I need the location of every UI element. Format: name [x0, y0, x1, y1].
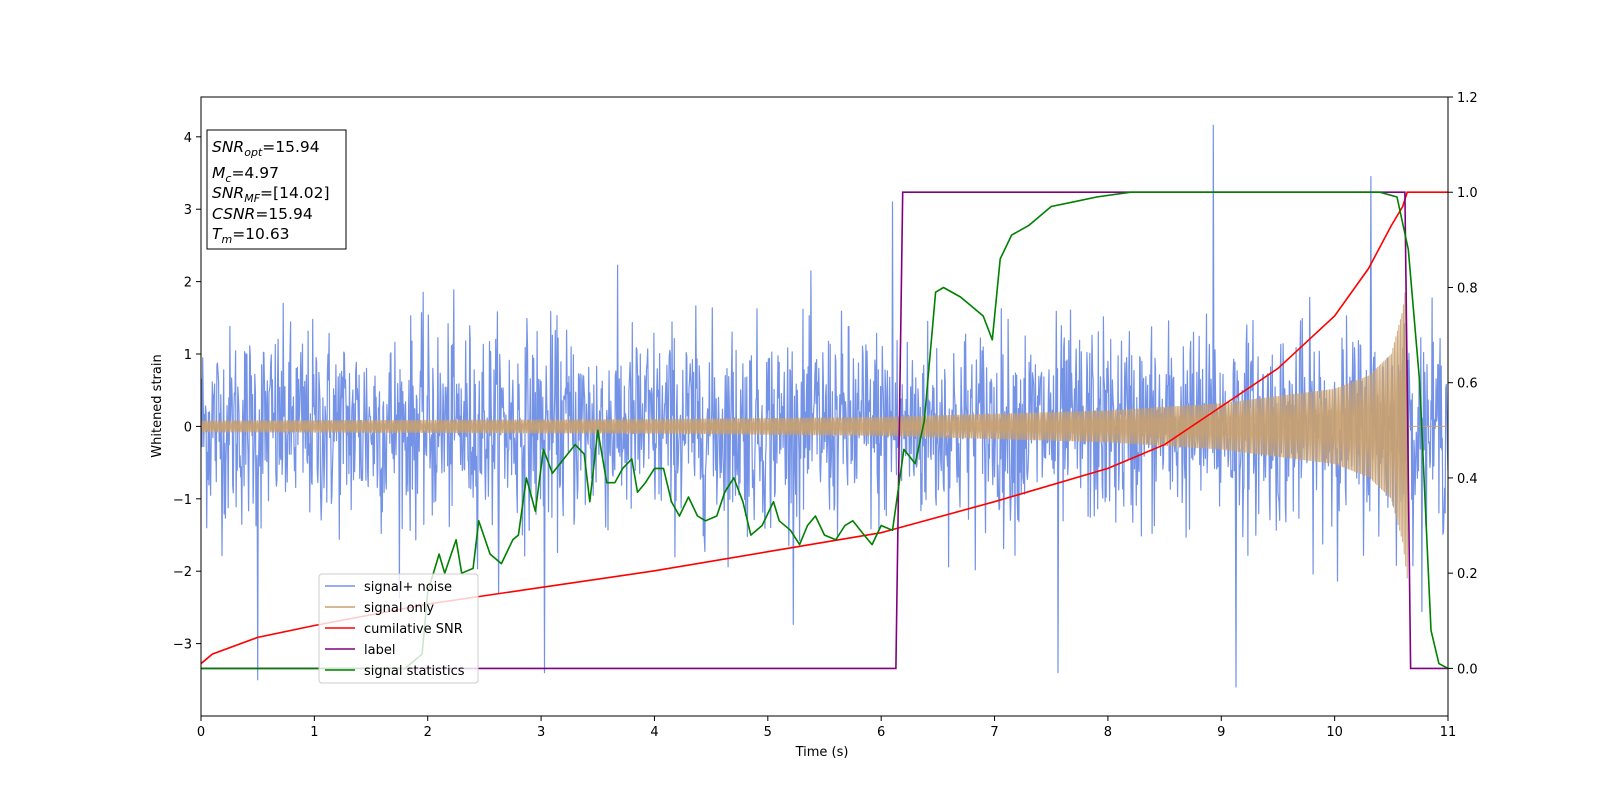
- x-tick-label: 0: [197, 725, 205, 740]
- y-left-tick-label: −1: [173, 493, 192, 508]
- x-tick-label: 10: [1326, 725, 1343, 740]
- y-left-tick-label: −2: [173, 565, 192, 580]
- annotation-snr-mf: SNRMF=[14.02]: [212, 184, 330, 205]
- y-left-tick-label: 4: [184, 131, 192, 146]
- svg-text:signal+ noise: signal+ noise: [364, 580, 452, 595]
- x-tick-label: 3: [537, 725, 545, 740]
- y-right-tick-label: 0.8: [1457, 281, 1478, 296]
- x-tick-label: 4: [650, 725, 658, 740]
- legend-item-cumulative-snr: cumilative SNR: [325, 622, 463, 637]
- x-tick-label: 9: [1217, 725, 1225, 740]
- x-axis: 0 1 2 3 4 5 6 7 8 9 10 11: [197, 716, 1456, 740]
- annotation-mc: Mc=4.97: [212, 164, 279, 185]
- annotation-tm: Tm=10.63: [212, 225, 290, 246]
- series-signal-statistics: [201, 191, 1448, 670]
- legend-item-label: label: [325, 643, 395, 658]
- y-right-tick-label: 1.0: [1457, 186, 1478, 201]
- series-signal-only: [201, 280, 1448, 579]
- x-tick-label: 11: [1440, 725, 1457, 740]
- series-signal-noise: [201, 124, 1448, 688]
- y-axis-left: −3 −2 −1 0 1 2 3 4: [173, 131, 201, 653]
- x-tick-label: 8: [1104, 725, 1112, 740]
- x-tick-label: 1: [310, 725, 318, 740]
- legend-item-signal-noise: signal+ noise: [325, 580, 452, 595]
- y-left-tick-label: 2: [184, 276, 192, 291]
- y-left-tick-label: −3: [173, 638, 192, 653]
- svg-text:cumilative SNR: cumilative SNR: [364, 622, 463, 637]
- legend-item-signal-statistics: signal statistics: [325, 664, 465, 679]
- y-left-tick-label: 1: [184, 348, 192, 363]
- annotation-snr-opt: SNRopt=15.94: [212, 138, 320, 159]
- x-tick-label: 7: [990, 725, 998, 740]
- y-left-tick-label: 3: [184, 203, 192, 218]
- svg-text:signal only: signal only: [364, 601, 434, 616]
- y-right-tick-label: 0.0: [1457, 662, 1478, 677]
- annotation-box: SNRopt=15.94 Mc=4.97 SNRMF=[14.02] CSNR=…: [206, 129, 347, 250]
- x-tick-label: 6: [877, 725, 885, 740]
- x-tick-label: 5: [764, 725, 772, 740]
- y-right-tick-label: 0.2: [1457, 567, 1478, 582]
- legend-item-signal-only: signal only: [325, 601, 434, 616]
- svg-text:signal statistics: signal statistics: [364, 664, 465, 679]
- y-right-tick-label: 0.6: [1457, 377, 1478, 392]
- y-axis-label: Whitened strain: [150, 354, 165, 457]
- y-right-tick-label: 1.2: [1457, 91, 1478, 106]
- plot-frame: [200, 96, 1449, 717]
- x-tick-label: 2: [424, 725, 432, 740]
- y-right-tick-label: 0.4: [1457, 472, 1478, 487]
- x-axis-label: Time (s): [795, 745, 849, 760]
- y-axis-right: 0.0 0.2 0.4 0.6 0.8 1.0 1.2: [1448, 91, 1478, 677]
- legend: signal+ noise signal only cumilative SNR…: [318, 573, 479, 684]
- svg-text:label: label: [364, 643, 395, 658]
- annotation-csnr: CSNR=15.94: [212, 205, 313, 223]
- y-left-tick-label: 0: [184, 420, 192, 435]
